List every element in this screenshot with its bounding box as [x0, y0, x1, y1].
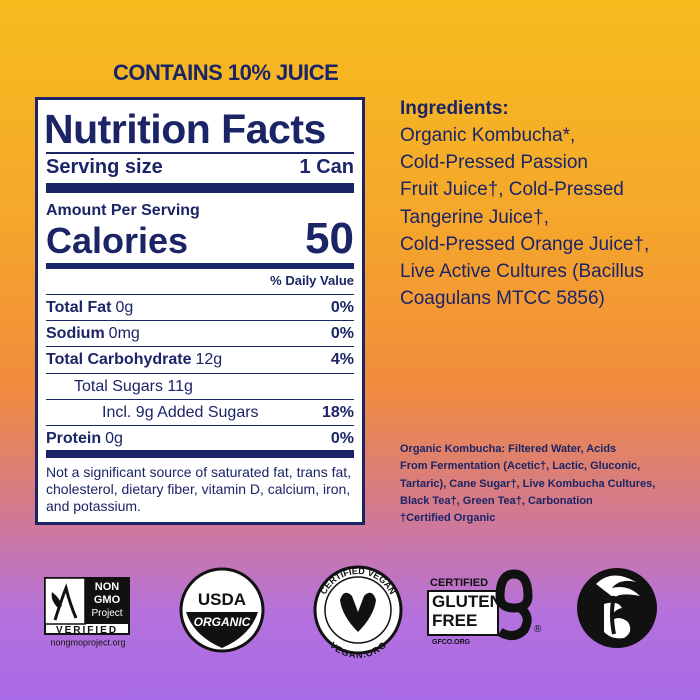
logo-text: GLUTEN — [432, 592, 502, 611]
nutrient-row: Total Carbohydrate 12g 4% — [46, 347, 354, 373]
kombucha-note-line: Black Tea†, Green Tea†, Carbonation — [400, 494, 593, 507]
rule — [46, 398, 354, 400]
rule — [46, 263, 354, 269]
calories-label: Calories — [46, 220, 189, 261]
nutrient-amount: 0g — [105, 430, 123, 447]
nutrient-amount: 0g — [115, 299, 134, 316]
nutrient-label: Total Fat 0g — [46, 299, 134, 316]
non-gmo-logo: NON GMO Project VERIFIED nongmoproject.o… — [44, 577, 130, 647]
ingredient-line: Fruit Juice†, Cold-Pressed — [400, 179, 624, 201]
kombucha-note-line: Tartaric), Cane Sugar†, Live Kombucha Cu… — [400, 477, 656, 490]
ingredient-line: Cold-Pressed Passion — [400, 152, 588, 174]
nutrient-amount: 0mg — [108, 325, 140, 343]
logo-text: NON — [95, 581, 120, 593]
nutrient-label: Protein 0g — [46, 430, 123, 447]
logo-text: FREE — [432, 611, 477, 630]
gluten-free-logo: CERTIFIED GLUTEN FREE ® GFCO.ORG — [427, 569, 542, 646]
daily-value: 0% — [330, 299, 354, 316]
rule — [46, 425, 354, 426]
rule — [46, 320, 354, 322]
ingredient-line: Coagulans MTCC 5856) — [400, 288, 605, 310]
rule — [46, 450, 354, 458]
nutrient-label: Total Sugars 11g — [74, 377, 193, 395]
logo-text: USDA — [198, 590, 246, 609]
calories-value: 50 — [305, 214, 354, 263]
nutrient-label: Total Carbohydrate 12g — [46, 351, 223, 369]
logo-text: ORGANIC — [194, 615, 251, 629]
rule — [46, 346, 354, 348]
daily-value: 18% — [321, 403, 354, 421]
amount-per-serving: Amount Per Serving — [46, 202, 200, 219]
logo-text: CERTIFIED — [430, 577, 488, 589]
nutrient-label: Incl. 9g Added Sugars — [102, 403, 259, 421]
logo-text: ® — [534, 624, 542, 635]
dv-header: % Daily Value — [270, 273, 354, 288]
logo-text: GMO — [94, 594, 121, 606]
logo-text: GFCO.ORG — [432, 639, 471, 646]
brand-logo — [577, 568, 657, 648]
rule — [46, 152, 354, 154]
nutrient-row: Total Fat 0g 0% — [46, 295, 354, 321]
nutrient-row: Incl. 9g Added Sugars 18% — [46, 400, 354, 426]
nutrient-label: Sodium 0mg — [46, 325, 140, 343]
nutrition-panel: Nutrition Facts Serving size 1 Can Amoun… — [35, 97, 365, 525]
ingredient-line: Organic Kombucha*, — [400, 125, 576, 146]
logo-text: VERIFIED — [56, 625, 118, 636]
nutrient-amount: 12g — [195, 351, 223, 369]
ingredient-line: Live Active Cultures (Bacillus — [400, 261, 644, 282]
kombucha-note-line: †Certified Organic — [400, 512, 496, 525]
ingredient-line: Tangerine Juice†, — [400, 206, 549, 228]
juice-note: CONTAINS 10% JUICE — [113, 60, 339, 85]
rule — [46, 183, 354, 193]
kombucha-note-line: From Fermentation (Acetic†, Lactic, Gluc… — [400, 460, 641, 473]
rule — [46, 372, 354, 374]
nutrient-row: Protein 0g 0% — [46, 426, 354, 452]
nutrient-row: Total Sugars 11g — [46, 374, 354, 400]
ingredients-title: Ingredients: — [400, 98, 509, 119]
certification-logos: NON GMO Project VERIFIED nongmoproject.o… — [44, 565, 657, 660]
rule — [46, 294, 354, 295]
vegan-logo: CERTIFIED VEGAN VEGAN.ORG — [313, 565, 403, 660]
daily-value: 0% — [330, 325, 354, 343]
logo-text: nongmoproject.org — [50, 637, 125, 647]
kombucha-note-line: Organic Kombucha: Filtered Water, Acids — [400, 443, 617, 455]
serving-label: Serving size — [46, 156, 163, 178]
serving-value: 1 Can — [299, 156, 354, 178]
logo-text: Project — [91, 608, 122, 619]
daily-value: 4% — [330, 351, 354, 369]
daily-value: 0% — [330, 430, 354, 447]
usda-logo: USDA ORGANIC — [179, 567, 265, 653]
nutrition-title: Nutrition Facts — [44, 106, 326, 152]
nutrient-row: Sodium 0mg 0% — [46, 321, 354, 347]
ingredient-line: Cold-Pressed Orange Juice†, — [400, 233, 650, 255]
footnote: Not a significant source of saturated fa… — [46, 464, 352, 514]
